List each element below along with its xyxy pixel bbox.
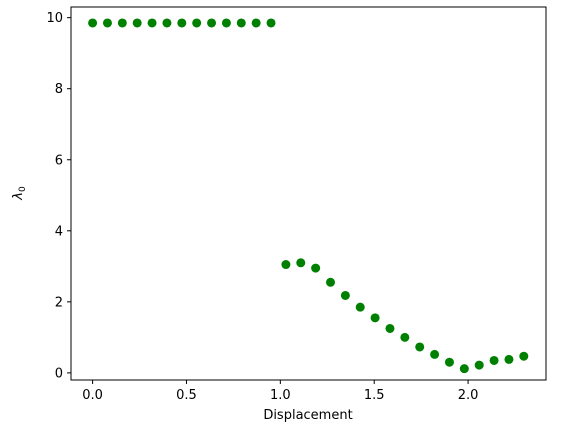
data-point xyxy=(177,18,187,28)
data-point xyxy=(519,351,529,361)
data-point xyxy=(504,354,514,364)
data-point xyxy=(415,342,425,352)
x-tick-label: 2.0 xyxy=(458,388,479,403)
data-point xyxy=(326,277,336,287)
y-axis-label: λ0 xyxy=(11,186,28,201)
y-tick-label: 8 xyxy=(55,82,63,97)
y-tick-label: 2 xyxy=(55,295,63,310)
data-point xyxy=(474,360,484,370)
data-point xyxy=(117,18,127,28)
data-point xyxy=(221,18,231,28)
data-point xyxy=(207,18,217,28)
data-point xyxy=(459,364,469,374)
data-point xyxy=(102,18,112,28)
x-tick-label: 1.5 xyxy=(364,388,385,403)
data-point xyxy=(489,355,499,365)
data-point xyxy=(370,313,380,323)
data-point xyxy=(311,263,321,273)
x-axis-ticks: 0.0 0.5 1.0 1.5 2.0 xyxy=(82,380,478,403)
data-point xyxy=(281,260,291,270)
x-axis-label: Displacement xyxy=(263,408,352,423)
y-axis-ticks: 0 2 4 6 8 10 xyxy=(46,11,71,381)
data-point xyxy=(385,323,395,333)
data-point xyxy=(251,18,261,28)
plot-area xyxy=(70,6,547,381)
y-tick-label: 10 xyxy=(46,11,63,26)
data-point xyxy=(236,18,246,28)
y-tick-label: 4 xyxy=(55,224,63,239)
y-tick-label: 6 xyxy=(55,153,63,168)
data-point xyxy=(192,18,202,28)
data-point xyxy=(162,18,172,28)
data-point xyxy=(430,349,440,359)
data-point xyxy=(444,357,454,367)
x-tick-label: 0.0 xyxy=(82,388,103,403)
data-point xyxy=(147,18,157,28)
data-point xyxy=(266,18,276,28)
data-point xyxy=(132,18,142,28)
data-points xyxy=(88,18,529,374)
y-tick-label: 0 xyxy=(55,366,63,381)
data-point xyxy=(88,18,98,28)
x-tick-label: 1.0 xyxy=(270,388,291,403)
x-tick-label: 0.5 xyxy=(176,388,197,403)
data-point xyxy=(296,258,306,268)
data-point xyxy=(340,290,350,300)
data-point xyxy=(355,302,365,312)
data-point xyxy=(400,332,410,342)
